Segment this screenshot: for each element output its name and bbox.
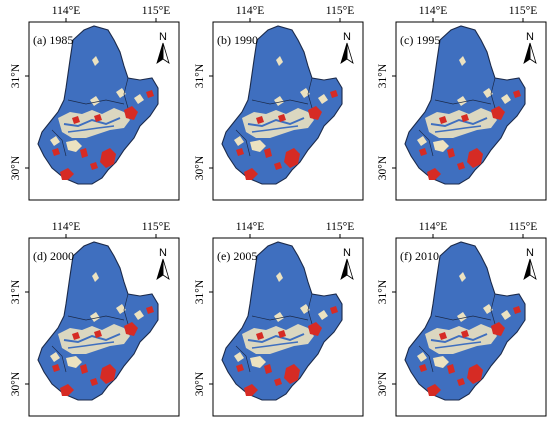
- district-boundaries: [51, 77, 129, 157]
- river-channels: [63, 333, 121, 349]
- north-arrow-icon: N: [523, 31, 537, 64]
- north-arrow-label: N: [526, 247, 534, 259]
- high-intensity-patches: [419, 90, 521, 180]
- north-arrow-label: N: [159, 247, 167, 259]
- map-frame: [212, 21, 364, 201]
- lon-tick-label: 115°E: [142, 5, 170, 17]
- map-panel-1: 114°E 115°E 31°N 30°N: [6, 0, 184, 214]
- land-base-area: [404, 241, 526, 401]
- north-arrow-label: N: [159, 31, 167, 43]
- map-frame: [395, 237, 547, 417]
- city-map: [37, 25, 159, 185]
- land-base-area: [37, 25, 159, 185]
- map-panel-6: 114°E 115°E 31°N 30°N: [373, 216, 550, 430]
- lat-tick-label: 30°N: [377, 155, 389, 180]
- river-channels: [247, 333, 305, 349]
- district-boundaries: [235, 293, 313, 373]
- river-channels: [247, 117, 305, 133]
- map-svg: 114°E 115°E 31°N 30°N: [377, 5, 547, 201]
- map-frame: [28, 21, 180, 201]
- panel-label: (a) 1985: [33, 33, 73, 47]
- lat-tick-label: 31°N: [194, 279, 206, 304]
- panel-label: (b) 1990: [217, 33, 258, 47]
- river-channels: [430, 333, 488, 349]
- land-base-area: [404, 25, 526, 185]
- map-panel-5: 114°E 115°E 31°N 30°N: [190, 216, 368, 430]
- panel-label: (d) 2000: [33, 249, 74, 263]
- panel-label: (f) 2010: [400, 249, 439, 263]
- lon-tick-label: 114°E: [419, 221, 447, 233]
- lon-tick-label: 114°E: [236, 5, 264, 17]
- north-arrow-icon: N: [156, 247, 170, 280]
- land-base-area: [221, 25, 343, 185]
- lon-tick-label: 115°E: [142, 221, 170, 233]
- north-arrow-icon: N: [523, 247, 537, 280]
- lon-tick-label: 115°E: [326, 221, 354, 233]
- lat-tick-label: 30°N: [377, 371, 389, 396]
- panel-label: (c) 1995: [400, 33, 440, 47]
- north-arrow-icon: N: [340, 31, 354, 64]
- high-intensity-patches: [236, 306, 338, 396]
- district-boundaries: [235, 77, 313, 157]
- lat-tick-label: 30°N: [194, 371, 206, 396]
- lat-tick-label: 30°N: [10, 155, 22, 180]
- map-panel-3: 114°E 115°E 31°N 30°N: [373, 0, 550, 214]
- high-intensity-patches: [52, 90, 154, 180]
- panel-label: (e) 2005: [217, 249, 257, 263]
- map-panel-2: 114°E 115°E 31°N 30°N: [190, 0, 368, 214]
- district-boundaries: [418, 77, 496, 157]
- lat-tick-label: 31°N: [194, 63, 206, 88]
- city-map: [404, 25, 526, 185]
- north-arrow-icon: N: [156, 31, 170, 64]
- river-channels: [63, 117, 121, 133]
- lon-tick-label: 114°E: [236, 221, 264, 233]
- land-base-area: [37, 241, 159, 401]
- map-frame: [212, 237, 364, 417]
- map-svg: 114°E 115°E 31°N 30°N: [194, 221, 364, 417]
- district-boundaries: [418, 293, 496, 373]
- map-svg: 114°E 115°E 31°N 30°N: [377, 221, 547, 417]
- map-frame: [28, 237, 180, 417]
- lat-tick-label: 31°N: [377, 63, 389, 88]
- map-panel-4: 114°E 115°E 31°N 30°N: [6, 216, 184, 430]
- high-intensity-patches: [236, 90, 338, 180]
- north-arrow-label: N: [526, 31, 534, 43]
- north-arrow-icon: N: [340, 247, 354, 280]
- lon-tick-label: 114°E: [52, 5, 80, 17]
- north-arrow-label: N: [343, 247, 351, 259]
- lat-tick-label: 31°N: [10, 63, 22, 88]
- map-frame: [395, 21, 547, 201]
- city-map: [221, 25, 343, 185]
- high-intensity-patches: [419, 306, 521, 396]
- lat-tick-label: 30°N: [10, 371, 22, 396]
- lat-tick-label: 31°N: [10, 279, 22, 304]
- lon-tick-label: 115°E: [509, 5, 537, 17]
- river-channels: [430, 117, 488, 133]
- land-base-area: [221, 241, 343, 401]
- high-intensity-patches: [52, 306, 154, 396]
- map-svg: 114°E 115°E 31°N 30°N: [194, 5, 364, 201]
- lon-tick-label: 115°E: [509, 221, 537, 233]
- north-arrow-label: N: [343, 31, 351, 43]
- lon-tick-label: 114°E: [52, 221, 80, 233]
- lon-tick-label: 114°E: [419, 5, 447, 17]
- map-svg: 114°E 115°E 31°N 30°N: [10, 5, 180, 201]
- lon-tick-label: 115°E: [326, 5, 354, 17]
- city-map: [37, 241, 159, 401]
- district-boundaries: [51, 293, 129, 373]
- map-svg: 114°E 115°E 31°N 30°N: [10, 221, 180, 417]
- lat-tick-label: 31°N: [377, 279, 389, 304]
- city-map: [404, 241, 526, 401]
- city-map: [221, 241, 343, 401]
- lat-tick-label: 30°N: [194, 155, 206, 180]
